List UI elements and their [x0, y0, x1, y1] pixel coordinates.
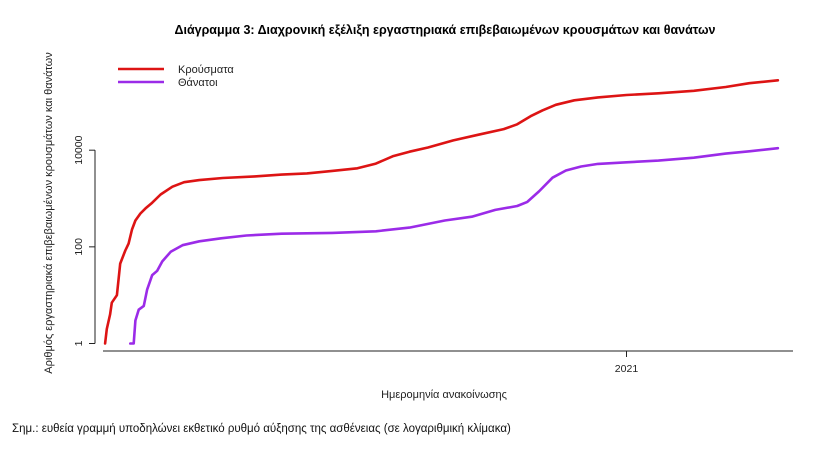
y-tick-label: 10000 — [73, 135, 85, 164]
y-axis: 1 100 10000 — [73, 135, 96, 346]
chart-title: Διάγραμμα 3: Διαχρονική εξέλιξη εργαστηρ… — [174, 23, 715, 37]
series-line-1 — [103, 79, 780, 345]
series-group — [103, 79, 780, 345]
legend-label: Θάνατοι — [178, 77, 218, 89]
footnote: Σημ.: ευθεία γραμμή υποδηλώνει εκθετικό … — [12, 423, 511, 435]
y-tick-label: 1 — [73, 340, 85, 346]
chart: Διάγραμμα 3: Διαχρονική εξέλιξη εργαστηρ… — [43, 23, 793, 401]
y-tick-label: 100 — [73, 238, 85, 256]
x-tick-label: 2021 — [615, 363, 639, 375]
y-axis-label: Αριθμός εργαστηριακά επιβεβαιωμένων κρου… — [43, 52, 55, 374]
x-axis-label: Ημερομηνία ανακοίνωσης — [381, 389, 507, 401]
legend-label: Κρούσματα — [178, 64, 234, 76]
x-axis: 2021 — [103, 350, 793, 375]
series-line-2 — [129, 146, 780, 345]
